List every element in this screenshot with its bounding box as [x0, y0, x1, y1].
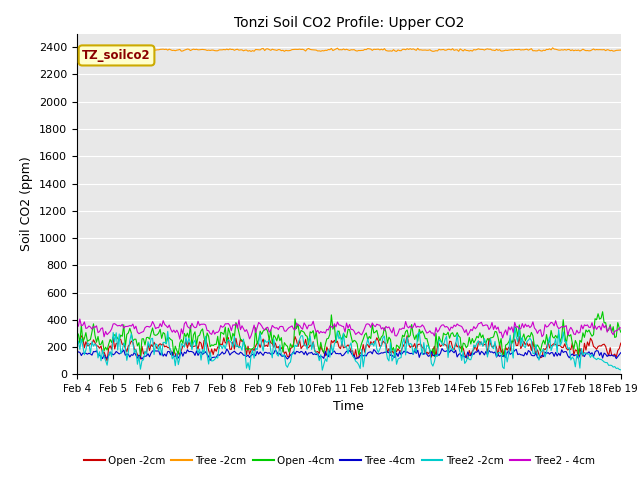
Legend: Open -2cm, Tree -2cm, Open -4cm, Tree -4cm, Tree2 -2cm, Tree2 - 4cm: Open -2cm, Tree -2cm, Open -4cm, Tree -4…	[79, 452, 599, 470]
X-axis label: Time: Time	[333, 400, 364, 413]
Title: Tonzi Soil CO2 Profile: Upper CO2: Tonzi Soil CO2 Profile: Upper CO2	[234, 16, 464, 30]
Text: TZ_soilco2: TZ_soilco2	[82, 49, 151, 62]
Y-axis label: Soil CO2 (ppm): Soil CO2 (ppm)	[20, 156, 33, 252]
